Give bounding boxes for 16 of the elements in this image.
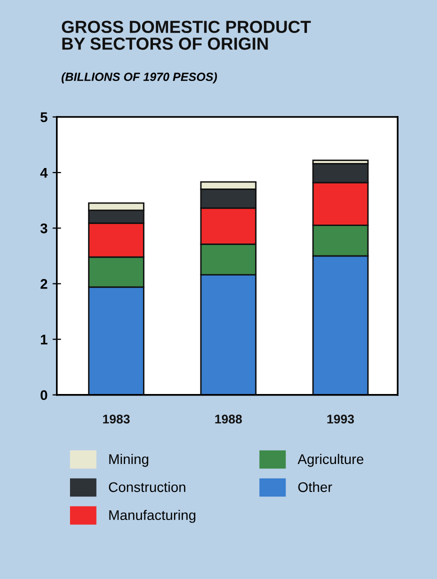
- legend-label: Agriculture: [298, 454, 364, 467]
- legend-label: Manufacturing: [109, 510, 196, 523]
- chart-title: GROSS DOMESTIC PRODUCT BY SECTORS OF ORIGIN: [62, 20, 311, 50]
- y-tick-label: 2: [40, 279, 48, 289]
- chart-subtitle: (BILLIONS OF 1970 PESOS): [62, 72, 217, 84]
- y-tick-label: 5: [40, 112, 48, 122]
- legend-label: Other: [298, 482, 332, 492]
- y-tick-label: 1: [40, 334, 48, 344]
- legend-label: Construction: [108, 482, 186, 492]
- y-tick-label: 0: [40, 390, 48, 400]
- x-tick-label: 1993: [327, 414, 354, 424]
- legend-label: Mining: [109, 454, 148, 467]
- x-tick-label: 1983: [103, 414, 130, 424]
- y-tick-label: 4: [40, 168, 48, 178]
- y-tick-label: 3: [40, 223, 48, 234]
- x-tick-label: 1988: [215, 414, 242, 424]
